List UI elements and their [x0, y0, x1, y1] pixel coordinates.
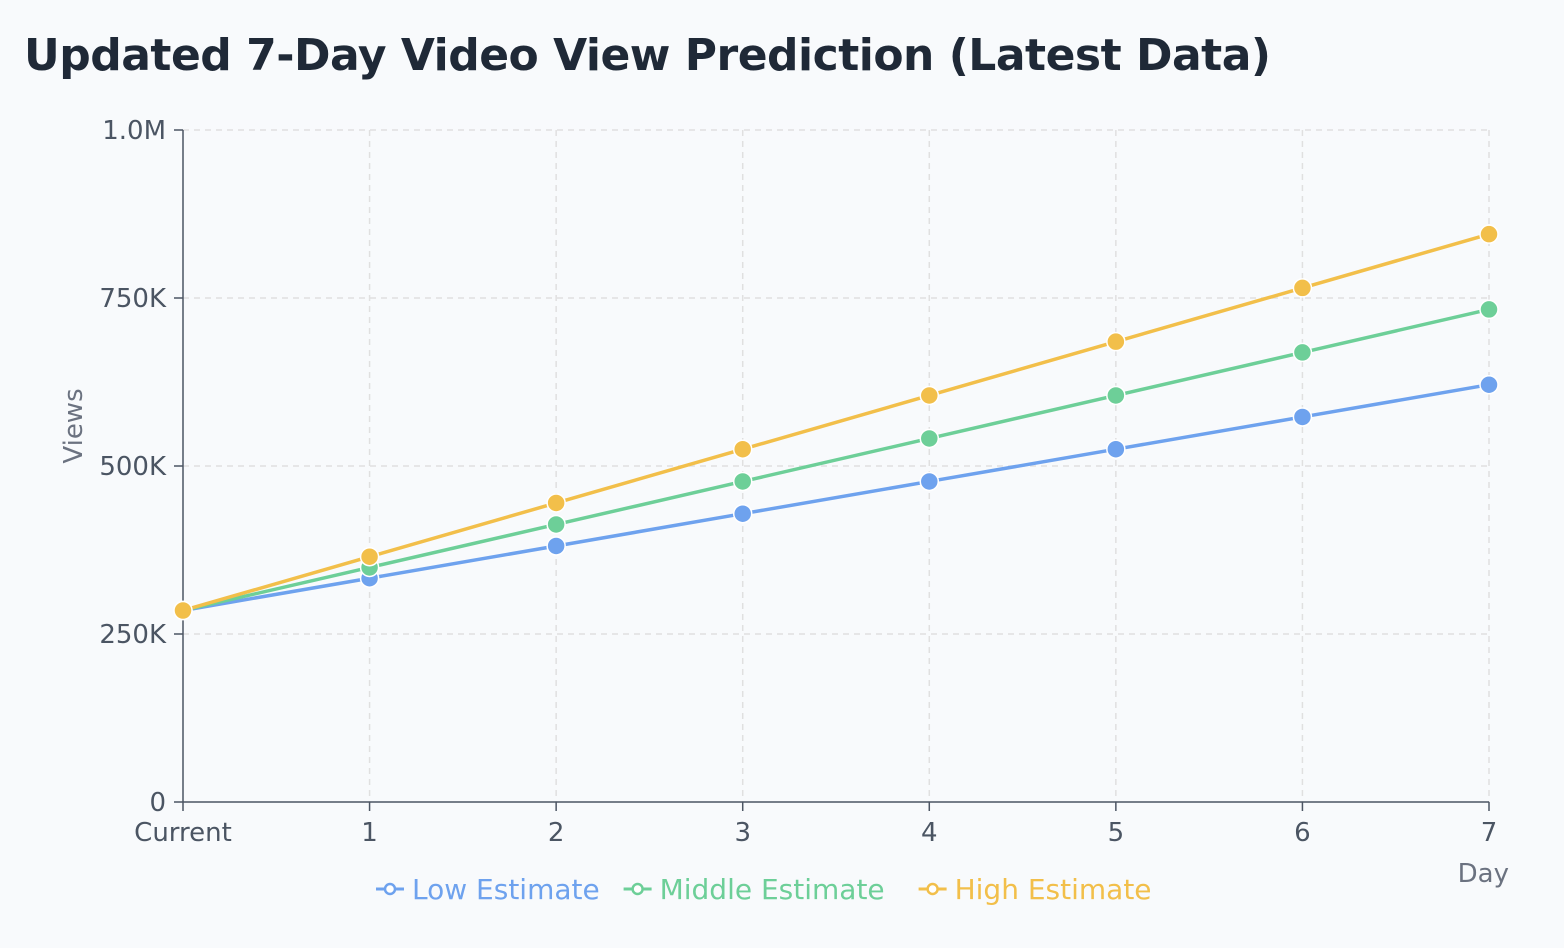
series-group — [173, 224, 1499, 621]
legend-marker — [926, 882, 939, 896]
y-tick-label: 500K — [99, 452, 167, 482]
data-point — [1479, 299, 1499, 320]
data-point — [1292, 407, 1313, 427]
data-point — [919, 428, 940, 449]
y-axis-title: Views — [59, 388, 89, 463]
series-group — [173, 299, 1499, 621]
data-point — [359, 546, 380, 567]
legend: Low Estimate Middle Estimate High Estimate — [376, 873, 1152, 906]
legend-label: Low Estimate — [412, 873, 600, 906]
data-point — [173, 600, 193, 621]
data-point — [732, 503, 753, 524]
legend-label: High Estimate — [955, 873, 1152, 906]
x-tick-label: Current — [134, 818, 232, 848]
data-point — [732, 439, 753, 459]
data-point — [546, 493, 566, 513]
x-tick-label: 2 — [548, 818, 565, 848]
x-tick-label: 3 — [734, 818, 751, 848]
legend-marker — [631, 882, 644, 896]
data-point — [1106, 331, 1126, 352]
series-group — [173, 374, 1499, 621]
data-point — [1479, 374, 1499, 395]
y-tick-label: 0 — [149, 788, 166, 818]
series-line — [182, 382, 1490, 613]
data-point — [1292, 342, 1313, 363]
chart-title: Updated 7-Day Video View Prediction (Lat… — [24, 30, 1271, 81]
legend-label: Middle Estimate — [660, 873, 885, 906]
data-point — [546, 536, 566, 556]
series — [173, 224, 1499, 621]
y-tick-label: 750K — [99, 284, 167, 314]
x-tick-label: 6 — [1294, 818, 1311, 848]
legend-item: High Estimate — [918, 873, 1152, 906]
y-tick-label: 1.0M — [102, 116, 166, 146]
series-line — [182, 232, 1490, 613]
data-point — [1106, 439, 1126, 459]
y-tick-label: 250K — [99, 620, 167, 650]
data-point — [919, 471, 940, 492]
data-point — [732, 471, 753, 492]
legend-item: Middle Estimate — [623, 873, 885, 906]
x-tick-label: 7 — [1481, 818, 1498, 848]
x-axis-title: Day — [1458, 859, 1509, 889]
data-point — [1292, 278, 1313, 298]
x-tick-label: 5 — [1108, 818, 1125, 848]
x-tick-label: 1 — [361, 818, 378, 848]
axes: 0 250K 500K 750K 1.0M Current 1 2 3 4 5 6 7 Day Views — [59, 116, 1509, 889]
data-point — [1479, 224, 1499, 244]
x-tick-label: 4 — [921, 818, 938, 848]
data-point — [919, 385, 940, 406]
data-point — [546, 514, 566, 535]
series-line — [182, 307, 1490, 613]
legend-marker — [383, 882, 397, 896]
grid — [183, 129, 1490, 802]
legend-item: Low Estimate — [376, 873, 600, 906]
data-point — [1106, 385, 1126, 406]
